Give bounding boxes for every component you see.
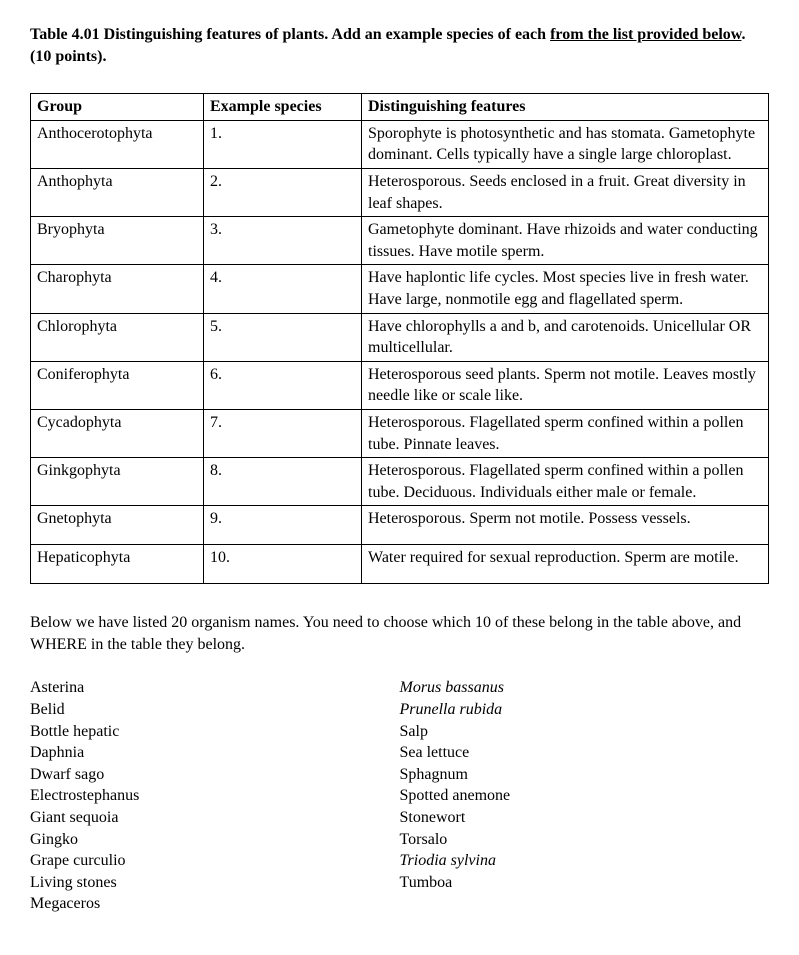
table-row: Bryophyta 3. Gametophyte dominant. Have … <box>31 217 769 265</box>
list-item: Morus bassanus <box>400 677 770 699</box>
list-item: Triodia sylvina <box>400 850 770 872</box>
organism-list: Asterina Belid Bottle hepatic Daphnia Dw… <box>30 677 769 915</box>
cell-example[interactable]: 10. <box>204 545 362 584</box>
cell-example[interactable]: 2. <box>204 168 362 216</box>
cell-example[interactable]: 5. <box>204 313 362 361</box>
list-item: Sea lettuce <box>400 742 770 764</box>
cell-features: Heterosporous. Flagellated sperm confine… <box>362 409 769 457</box>
table-row: Anthophyta 2. Heterosporous. Seeds enclo… <box>31 168 769 216</box>
cell-features: Have haplontic life cycles. Most species… <box>362 265 769 313</box>
cell-group: Charophyta <box>31 265 204 313</box>
cell-example[interactable]: 6. <box>204 361 362 409</box>
table-row: Cycadophyta 7. Heterosporous. Flagellate… <box>31 409 769 457</box>
header-example: Example species <box>204 94 362 121</box>
cell-group: Coniferophyta <box>31 361 204 409</box>
header-group: Group <box>31 94 204 121</box>
list-item: Spotted anemone <box>400 785 770 807</box>
cell-features: Heterosporous seed plants. Sperm not mot… <box>362 361 769 409</box>
list-item: Daphnia <box>30 742 400 764</box>
plants-table: Group Example species Distinguishing fea… <box>30 93 769 584</box>
cell-group: Anthophyta <box>31 168 204 216</box>
title-prefix: Table 4.01 Distinguishing features of pl… <box>30 26 550 43</box>
cell-features: Heterosporous. Flagellated sperm confine… <box>362 458 769 506</box>
table-row: Gnetophyta 9. Heterosporous. Sperm not m… <box>31 506 769 545</box>
cell-features: Heterosporous. Sperm not motile. Possess… <box>362 506 769 545</box>
list-item: Torsalo <box>400 829 770 851</box>
list-item: Gingko <box>30 829 400 851</box>
table-row: Hepaticophyta 10. Water required for sex… <box>31 545 769 584</box>
list-item: Salp <box>400 721 770 743</box>
table-row: Charophyta 4. Have haplontic life cycles… <box>31 265 769 313</box>
list-item: Stonewort <box>400 807 770 829</box>
cell-features: Gametophyte dominant. Have rhizoids and … <box>362 217 769 265</box>
cell-group: Cycadophyta <box>31 409 204 457</box>
cell-example[interactable]: 3. <box>204 217 362 265</box>
cell-example[interactable]: 9. <box>204 506 362 545</box>
list-item: Tumboa <box>400 872 770 894</box>
cell-example[interactable]: 7. <box>204 409 362 457</box>
title-underlined: from the list provided below <box>550 26 741 43</box>
cell-group: Hepaticophyta <box>31 545 204 584</box>
list-item: Grape curculio <box>30 850 400 872</box>
cell-example[interactable]: 4. <box>204 265 362 313</box>
table-row: Coniferophyta 6. Heterosporous seed plan… <box>31 361 769 409</box>
cell-group: Anthocerotophyta <box>31 120 204 168</box>
cell-features: Have chlorophylls a and b, and carotenoi… <box>362 313 769 361</box>
list-item: Sphagnum <box>400 764 770 786</box>
cell-group: Chlorophyta <box>31 313 204 361</box>
table-header-row: Group Example species Distinguishing fea… <box>31 94 769 121</box>
cell-group: Bryophyta <box>31 217 204 265</box>
table-row: Anthocerotophyta 1. Sporophyte is photos… <box>31 120 769 168</box>
cell-group: Gnetophyta <box>31 506 204 545</box>
table-row: Chlorophyta 5. Have chlorophylls a and b… <box>31 313 769 361</box>
organism-column-right: Morus bassanus Prunella rubida Salp Sea … <box>400 677 770 915</box>
instructions-text: Below we have listed 20 organism names. … <box>30 612 769 655</box>
list-item: Living stones <box>30 872 400 894</box>
list-item: Prunella rubida <box>400 699 770 721</box>
cell-features: Sporophyte is photosynthetic and has sto… <box>362 120 769 168</box>
table-title: Table 4.01 Distinguishing features of pl… <box>30 24 769 67</box>
list-item: Belid <box>30 699 400 721</box>
header-features: Distinguishing features <box>362 94 769 121</box>
list-item: Asterina <box>30 677 400 699</box>
list-item: Dwarf sago <box>30 764 400 786</box>
organism-column-left: Asterina Belid Bottle hepatic Daphnia Dw… <box>30 677 400 915</box>
cell-features: Water required for sexual reproduction. … <box>362 545 769 584</box>
list-item: Giant sequoia <box>30 807 400 829</box>
list-item: Bottle hepatic <box>30 721 400 743</box>
list-item: Megaceros <box>30 893 400 915</box>
table-row: Ginkgophyta 8. Heterosporous. Flagellate… <box>31 458 769 506</box>
cell-example[interactable]: 8. <box>204 458 362 506</box>
cell-example[interactable]: 1. <box>204 120 362 168</box>
list-item: Electrostephanus <box>30 785 400 807</box>
cell-group: Ginkgophyta <box>31 458 204 506</box>
cell-features: Heterosporous. Seeds enclosed in a fruit… <box>362 168 769 216</box>
